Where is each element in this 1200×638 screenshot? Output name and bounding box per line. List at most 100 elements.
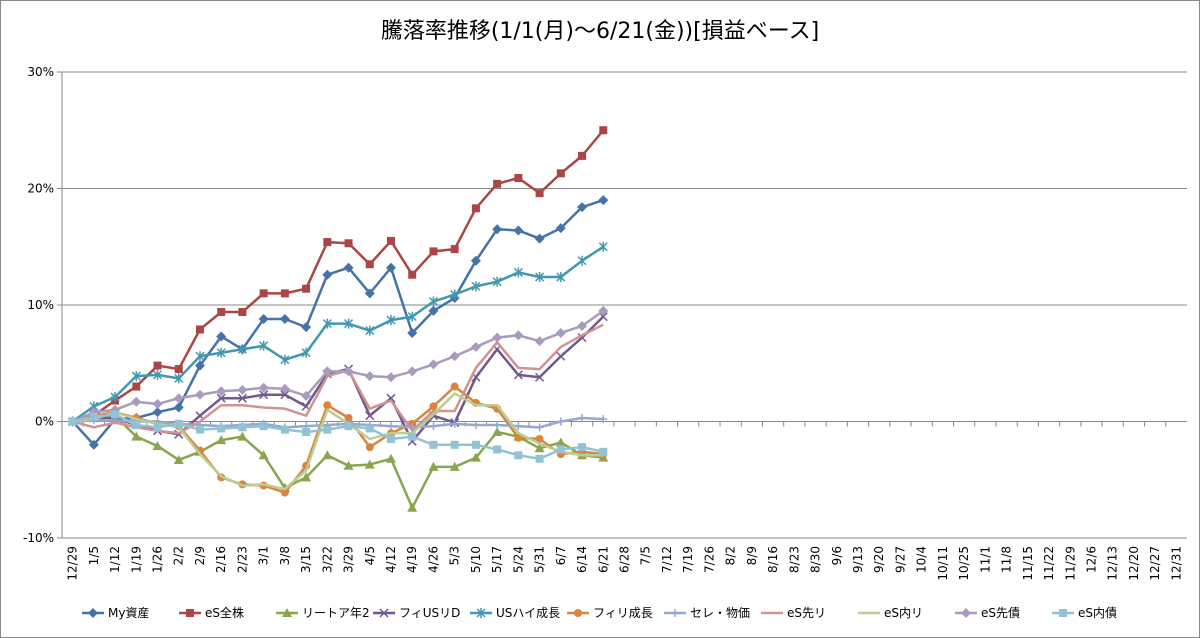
marker [217,424,226,433]
marker [259,422,268,431]
marker [301,390,312,401]
marker [471,440,480,449]
marker [280,289,289,298]
x-tick-label: 3/1 [257,546,271,565]
marker [238,423,247,432]
series [68,241,608,427]
x-tick-label: 12/20 [1127,546,1141,581]
marker [302,427,311,436]
marker [365,424,374,433]
x-tick-label: 12/6 [1084,546,1098,573]
marker [535,423,544,432]
marker [344,414,353,423]
marker [599,126,608,135]
x-tick-label: 1/5 [87,546,101,565]
marker [343,460,354,470]
marker [407,311,417,322]
marker [216,393,226,403]
marker [534,233,545,244]
x-tick-label: 6/21 [596,546,610,573]
x-tick-label: 11/29 [1063,546,1077,581]
marker [492,426,503,436]
marker [258,313,269,324]
x-tick-label: 9/13 [851,546,865,573]
x-tick-label: 11/8 [1000,546,1014,573]
marker [514,433,523,442]
x-tick-label: 10/11 [936,546,950,581]
marker [387,422,396,431]
x-tick-label: 9/6 [830,546,844,565]
marker [301,472,312,482]
marker [470,255,481,266]
marker [556,169,565,178]
marker [259,289,268,298]
y-tick-label: 10% [27,298,54,312]
series [68,126,608,426]
marker [195,351,205,362]
x-tick-label: 6/7 [554,546,568,565]
marker [344,422,353,431]
marker [428,461,439,471]
marker [131,431,142,441]
marker [279,383,290,394]
x-tick-label: 3/8 [278,546,292,565]
marker [280,390,290,400]
marker [279,313,290,324]
marker [429,440,438,449]
marker [574,609,582,617]
marker [429,402,438,411]
chart-title: 騰落率推移(1/1(月)～6/21(金))[損益ベース] [381,19,819,44]
x-tick-label: 1/19 [129,546,143,573]
x-tick-label: 4/12 [384,546,398,573]
marker [493,445,502,454]
marker [111,410,120,419]
marker [408,270,417,279]
legend-label: eS内リ [884,606,923,620]
marker [174,365,183,374]
marker [364,288,375,299]
marker [429,247,438,256]
series [67,305,609,427]
marker [153,361,162,370]
x-tick-label: 5/17 [490,546,504,573]
legend-label: USハイ成長 [496,606,560,620]
marker [301,322,312,333]
marker [535,434,544,443]
marker [365,260,374,269]
x-tick-label: 8/23 [787,546,801,573]
marker [343,366,354,377]
x-tick-label: 5/24 [511,546,525,573]
marker [132,382,141,391]
x-tick-label: 2/2 [172,546,186,565]
marker [428,359,439,370]
marker [428,296,438,307]
x-tick-label: 2/16 [214,546,228,573]
marker [110,392,120,403]
y-tick-label: 30% [27,65,54,79]
marker [186,609,194,617]
marker [599,415,608,424]
marker [365,411,375,421]
legend-label: リートア年2 [302,606,370,620]
marker [322,450,333,460]
marker [216,331,227,342]
x-tick-label: 7/19 [681,546,695,573]
marker [535,189,544,198]
marker [238,307,247,316]
marker [578,414,587,423]
marker [132,420,141,429]
x-tick-label: 4/19 [405,546,419,573]
marker [961,608,971,618]
marker [323,425,332,434]
x-tick-label: 10/4 [915,546,929,573]
marker [535,272,545,283]
marker [258,382,269,393]
marker [555,223,566,234]
marker [152,399,163,410]
marker [598,241,608,252]
marker [258,450,269,460]
marker [174,373,184,384]
marker [344,239,353,248]
marker [407,327,418,338]
